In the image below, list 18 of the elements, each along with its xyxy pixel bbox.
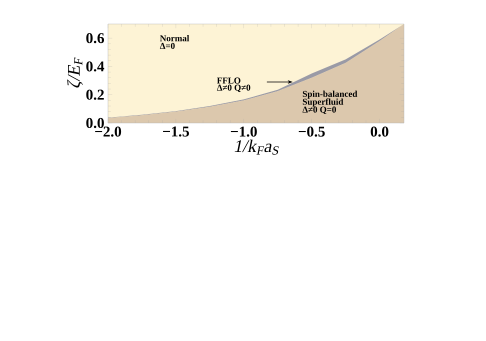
x-tick-label: −1.5 xyxy=(163,126,189,137)
x-tick-label: −0.5 xyxy=(298,126,325,137)
annotation: Normal xyxy=(160,34,190,42)
x-tick-label: −1.0 xyxy=(230,126,257,137)
x-axis-title: 1/k$_{F}$a$_{S}$ xyxy=(234,140,279,155)
x-tick-label: 0.0 xyxy=(370,126,388,137)
annotation: Δ=0 xyxy=(160,42,175,49)
y-axis-title: ζ/E$_{F}$ xyxy=(67,57,83,88)
annotation: FFLO xyxy=(216,78,240,84)
y-tick-label: 0.4 xyxy=(86,61,104,72)
x-tick-label: −2.0 xyxy=(95,126,122,137)
annotation: Δ≠0 Q=0 xyxy=(302,106,336,114)
y-tick-label: 0.6 xyxy=(86,33,104,44)
y-tick-label: 0.0 xyxy=(86,118,104,128)
y-tick-label: 0.2 xyxy=(86,90,104,100)
annotation: Δ≠0 Q≠0 xyxy=(216,84,250,92)
annotation: Superfluid xyxy=(302,98,344,107)
annotation: Spin-balanced xyxy=(302,90,358,99)
